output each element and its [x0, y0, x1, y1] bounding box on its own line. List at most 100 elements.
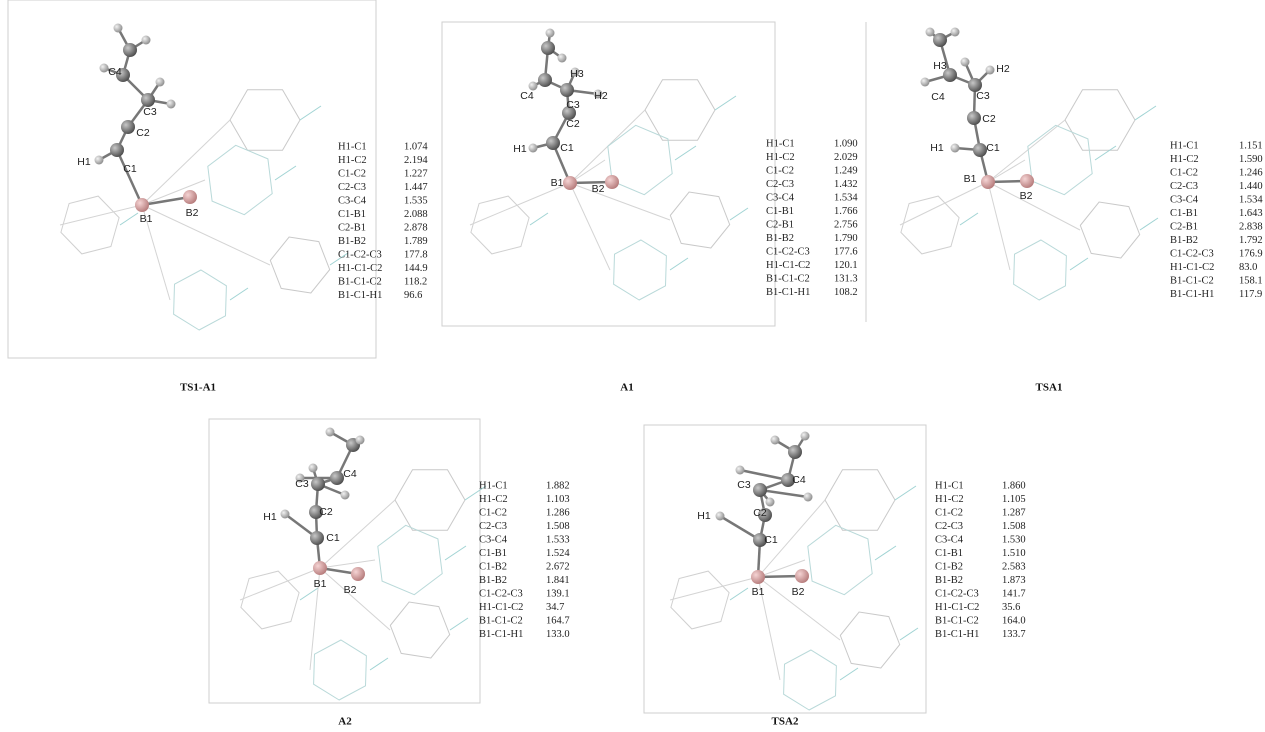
atom-label: C1	[560, 142, 574, 154]
ligand-bond	[899, 181, 989, 226]
ligand-bond	[674, 145, 697, 161]
atom-label: B1	[314, 578, 327, 590]
param-value: 1.105	[1002, 494, 1026, 505]
atom	[563, 176, 577, 190]
param-value: 1.508	[546, 521, 570, 532]
param-value: 1.508	[1002, 521, 1026, 532]
atom	[99, 63, 109, 73]
ligand-ring	[470, 195, 530, 255]
param-value: 1.534	[1239, 194, 1263, 205]
ligand-ring	[1027, 124, 1093, 196]
param-value: 1.447	[404, 182, 428, 193]
param-label: H1-C2	[338, 155, 367, 166]
atom-label: H1	[697, 510, 711, 522]
atom	[355, 435, 365, 445]
atom	[981, 175, 995, 189]
atom	[183, 190, 197, 204]
ligand-ring	[900, 195, 960, 255]
panel-frame	[441, 21, 776, 327]
ligand-bond	[757, 559, 806, 578]
param-value: 96.6	[404, 290, 422, 301]
atom	[753, 533, 767, 547]
atom-label: H2	[594, 90, 608, 102]
panel: H3 C4 C3 H2 C2 H1 C1 B1 B2 H1-C1 1.090 H1-C2 2.029 C1…	[441, 21, 858, 394]
param-value: 177.8	[404, 249, 428, 260]
param-value: 108.2	[834, 287, 858, 298]
param-label: B1-B2	[338, 236, 366, 247]
param-value: 1.249	[834, 165, 858, 176]
atom-label: B2	[592, 183, 605, 195]
ligand-bond	[59, 204, 143, 226]
param-label: B1-B2	[1170, 235, 1198, 246]
param-label: C2-C3	[479, 521, 507, 532]
atom	[155, 77, 165, 87]
ligand-bond	[274, 165, 297, 181]
atom	[325, 427, 335, 437]
ligand-ring	[807, 524, 873, 596]
panel-frame	[643, 424, 927, 714]
param-label: C2-B1	[338, 222, 366, 233]
param-value: 144.9	[404, 263, 428, 274]
bond	[719, 514, 761, 542]
atom	[788, 445, 802, 459]
ligand-ring	[1013, 239, 1067, 301]
param-value: 2.672	[546, 561, 570, 572]
ligand-ring	[607, 124, 673, 196]
atom	[765, 497, 775, 507]
atom	[781, 473, 795, 487]
param-label: B1-B2	[479, 575, 507, 586]
ligand-ring	[1079, 201, 1141, 259]
bond	[759, 488, 809, 499]
atom	[973, 143, 987, 157]
atom-label: B1	[752, 586, 765, 598]
param-value: 1.103	[546, 494, 570, 505]
param-value: 1.246	[1239, 167, 1263, 178]
atom	[311, 477, 325, 491]
ligand-bond	[714, 95, 737, 111]
atom-label: C4	[520, 90, 534, 102]
atom	[141, 35, 151, 45]
atom-label: C3	[566, 99, 580, 111]
atom-label: C2	[566, 118, 580, 130]
param-label: B1-C1-H1	[338, 290, 382, 301]
atom	[593, 89, 603, 99]
ligand-bond	[757, 576, 841, 641]
ligand-bond	[669, 257, 689, 271]
atom	[528, 81, 538, 91]
param-value: 1.524	[546, 548, 570, 559]
param-value: 1.792	[1239, 235, 1263, 246]
param-label: C1-C2	[766, 165, 794, 176]
atom-label: C4	[931, 91, 945, 103]
param-label: H1-C1	[935, 480, 964, 491]
ligand-bond	[729, 587, 749, 601]
ligand-bond	[141, 119, 231, 206]
atom	[758, 508, 772, 522]
atom-label: C3	[976, 90, 990, 102]
param-value: 1.590	[1239, 154, 1263, 165]
param-value: 118.2	[404, 276, 427, 287]
panel: H3 H2 C4 C3 C2 H1 C1 B1 B2 H1-C1 1.151 H1-C2 1.590 C1…	[865, 22, 1263, 394]
panel: C4 C3 C2 H1 C1 B1 B2 H1-C1 1.074 H1-C2 2.194 C1-C2 1…	[7, 0, 428, 394]
param-value: 177.6	[834, 246, 858, 257]
atom	[309, 505, 323, 519]
param-value: 141.7	[1002, 588, 1026, 599]
param-label: C2-B1	[1170, 221, 1198, 232]
param-label: B1-C1-H1	[479, 629, 523, 640]
param-value: 1.151	[1239, 140, 1263, 151]
param-value: 35.6	[1002, 602, 1020, 613]
param-label: B1-C1-C2	[935, 615, 979, 626]
atom	[295, 473, 305, 483]
param-label: C3-C4	[338, 195, 367, 206]
param-label: H1-C1-C2	[338, 263, 382, 274]
param-value: 133.0	[546, 629, 570, 640]
atom-label: B1	[140, 213, 153, 225]
param-value: 158.1	[1239, 275, 1263, 286]
ligand-bond	[987, 159, 1026, 183]
ligand-bond	[757, 499, 826, 578]
panel: C4 C3 C2 H1 C1 B1 B2 H1-C1 1.882 H1-C2 1.103 C1-C2 1…	[208, 418, 570, 728]
atom-label: H3	[570, 68, 584, 80]
atom-label: C1	[764, 534, 778, 546]
param-label: C1-B1	[1170, 208, 1198, 219]
param-value: 1.534	[834, 192, 858, 203]
ligand-ring	[377, 524, 443, 596]
